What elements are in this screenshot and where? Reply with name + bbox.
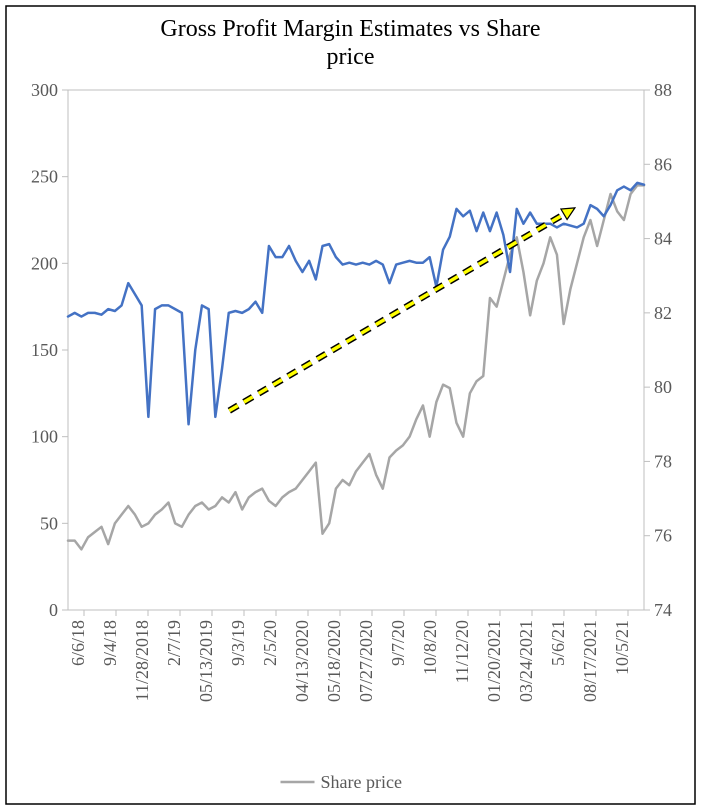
right-axis-tick-label: 82 (654, 303, 672, 323)
right-axis-tick-label: 86 (654, 154, 672, 174)
right-axis-tick-label: 88 (654, 80, 672, 100)
x-axis-tick-label: 5/6/21 (548, 620, 568, 666)
right-axis-tick-label: 76 (654, 526, 672, 546)
chart-svg: Gross Profit Margin Estimates vs Sharepr… (0, 0, 701, 810)
left-axis-tick-label: 50 (40, 513, 58, 533)
x-axis-tick-label: 04/13/2020 (292, 620, 312, 702)
x-axis-tick-label: 08/17/2021 (580, 620, 600, 702)
x-axis-tick-label: 05/13/2019 (196, 620, 216, 702)
left-axis-tick-label: 0 (49, 600, 58, 620)
x-axis-tick-label: 6/6/18 (68, 620, 88, 666)
right-axis-tick-label: 80 (654, 377, 672, 397)
x-axis-tick-label: 10/8/20 (420, 620, 440, 675)
left-axis-tick-label: 150 (31, 340, 58, 360)
x-axis-tick-label: 05/18/2020 (324, 620, 344, 702)
right-axis-tick-label: 74 (654, 600, 672, 620)
x-axis-tick-label: 11/12/20 (452, 620, 472, 683)
x-axis-tick-label: 11/28/2018 (132, 620, 152, 701)
trend-arrow-head (561, 208, 575, 220)
right-axis-tick-label: 78 (654, 451, 672, 471)
chart-title: Gross Profit Margin Estimates vs Sharepr… (160, 16, 540, 70)
left-axis-tick-label: 100 (31, 427, 58, 447)
x-axis-tick-label: 9/4/18 (100, 620, 120, 666)
x-axis-tick-label: 2/5/20 (260, 620, 280, 666)
x-axis-tick-label: 01/20/2021 (484, 620, 504, 702)
left-axis-tick-label: 250 (31, 167, 58, 187)
right-axis-tick-label: 84 (654, 229, 672, 249)
legend-label-share-price: Share price (321, 772, 402, 792)
chart-container: Gross Profit Margin Estimates vs Sharepr… (0, 0, 701, 810)
x-axis-tick-label: 9/7/20 (388, 620, 408, 666)
x-axis-tick-label: 10/5/21 (612, 620, 632, 675)
x-axis-tick-label: 07/27/2020 (356, 620, 376, 702)
trend-arrow-line (229, 214, 564, 410)
x-axis-tick-label: 9/3/19 (228, 620, 248, 666)
series-share-price (68, 185, 644, 549)
left-axis-tick-label: 300 (31, 80, 58, 100)
x-axis-tick-label: 2/7/19 (164, 620, 184, 666)
x-axis-tick-label: 03/24/2021 (516, 620, 536, 702)
left-axis-tick-label: 200 (31, 253, 58, 273)
plot-area (68, 90, 644, 610)
